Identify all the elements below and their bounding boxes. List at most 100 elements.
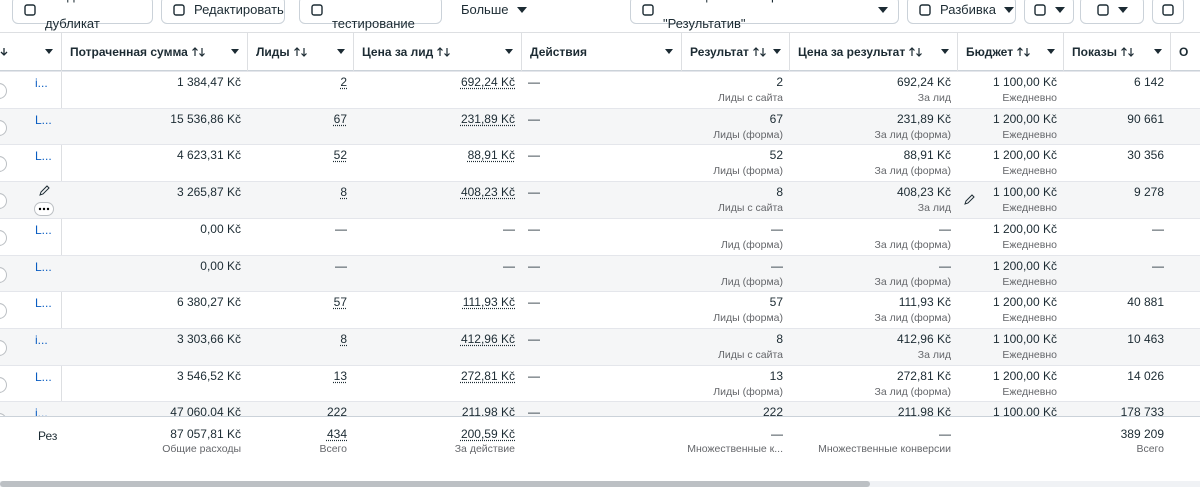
cell-note: Ежедневно (1002, 238, 1057, 251)
row-name[interactable]: i... (35, 76, 48, 90)
table-row[interactable]: L... 4 623,31 Kč 52 88,91 Kč — 52 Лиды (форма)… (0, 144, 1200, 181)
footer-value: — (939, 427, 951, 441)
cell-value: 211,98 Kč (897, 405, 951, 420)
toolbar-button[interactable]: Больше (450, 0, 530, 24)
table-row[interactable]: L... 3 546,52 Kč 13 272,81 Kč — 13 Лиды (форма… (0, 364, 1200, 402)
toolbar-button[interactable]: Столбцы: Копия пресета "Результатив" (630, 0, 899, 31)
cell-value: — (528, 221, 540, 236)
table-row[interactable]: 3 265,87 Kč 8 408,23 Kč — 8 Лиды с сайта 408,2… (0, 181, 1200, 219)
column-header[interactable]: Потраченная сумма (61, 33, 247, 71)
column-header[interactable]: Цена за результат (789, 33, 957, 71)
column-header[interactable]: Лиды (247, 33, 353, 71)
column-header[interactable]: Бюджет (957, 33, 1063, 71)
cell-value: — (503, 258, 515, 273)
row-checkbox (0, 266, 7, 283)
row-name[interactable]: L... (35, 369, 52, 384)
row-name[interactable]: L... (35, 222, 52, 237)
cell-value: — (528, 295, 540, 310)
column-title: Бюджет (966, 33, 1031, 71)
cell-value: 1 200,00 Kč (992, 148, 1057, 163)
icon-button[interactable] (1080, 0, 1144, 24)
toolbar-button[interactable]: Разбивка (907, 0, 1016, 24)
cell-value: 222 (762, 405, 783, 420)
row-checkbox (0, 229, 7, 246)
row-checkbox (0, 119, 7, 136)
cell-note: За лид (форма) (874, 165, 951, 178)
cell-value: — (503, 221, 515, 236)
table-row[interactable]: i... 3 303,66 Kč 8 412,96 Kč — 8 Лиды с сайта 4… (0, 327, 1200, 365)
column-header[interactable]: О (1170, 33, 1200, 71)
cell-note: Лиды с сайта (718, 202, 783, 215)
toolbar-button[interactable]: Создать дубликат (12, 0, 153, 31)
toolbar-button[interactable]: Редактировать (161, 0, 285, 24)
cell-value: — (528, 258, 540, 273)
cell-value: 88,91 Kč (467, 148, 515, 163)
cell-value: 57 (333, 295, 347, 310)
cell-value: 8 (776, 185, 783, 200)
cell-note: За лид (форма) (874, 238, 951, 251)
column-header[interactable]: Цена за лид (353, 33, 521, 71)
cell-value: 1 200,00 Kč (992, 111, 1057, 126)
cell-value: 57 (769, 295, 783, 310)
edit-icon[interactable] (963, 193, 976, 206)
edit-icon[interactable] (38, 185, 50, 197)
column-header[interactable]: Показы (1063, 33, 1170, 71)
cell-value: — (939, 221, 951, 236)
header-row (0, 33, 1200, 71)
scroll-thumb[interactable] (0, 481, 870, 487)
cell-value: 8 (776, 331, 783, 346)
column-header[interactable]: Действия (521, 33, 681, 71)
cell-note: За лид (917, 92, 951, 104)
footer-value: — (771, 427, 783, 441)
column-title: Действия (530, 45, 588, 59)
cell-note: За лид (917, 348, 951, 361)
row-checkbox (0, 339, 7, 356)
table-row[interactable]: L... 0,00 Kč — — — — Лид (форма) — За лид (форма… (0, 217, 1200, 255)
cell-note: Ежедневно (1002, 202, 1057, 215)
cell-note: За лид (форма) (874, 275, 951, 288)
column-title: Лиды (256, 33, 308, 71)
icon-button[interactable] (1024, 0, 1074, 24)
table-row[interactable]: L... 6 380,27 Kč 57 111,93 Kč — 57 Лиды (форма… (0, 291, 1200, 328)
cell-note: Ежедневно (1002, 128, 1057, 141)
button-label: A/B-тестирование (332, 0, 415, 31)
column-header[interactable]: Результат (681, 33, 789, 71)
sort-icon (0, 48, 8, 56)
cell-value: — (1152, 221, 1164, 236)
cell-value: 88,91 Kč (903, 148, 951, 163)
cell-value: 211,98 Kč (461, 405, 515, 420)
column-title: Цена за результат (798, 33, 923, 71)
row-name[interactable]: L... (35, 149, 52, 164)
cell-value: 1 200,00 Kč (992, 221, 1057, 236)
cell-value: 0,00 Kč (200, 221, 241, 236)
cell-value: — (528, 185, 540, 200)
cell-value: — (335, 258, 347, 273)
more-icon[interactable] (34, 202, 54, 217)
cell-note: Лиды с сайта (718, 348, 783, 361)
row-name[interactable]: L... (35, 296, 52, 311)
cell-value: 30 356 (1127, 148, 1164, 163)
row-name[interactable]: i... (35, 332, 48, 347)
cell-note: Ежедневно (1002, 312, 1057, 325)
table-row[interactable]: i... 1 384,47 Kč 2 692,24 Kč — 2 Лиды с сайта 6… (0, 71, 1200, 108)
cell-value: 52 (333, 148, 347, 163)
cell-value: — (771, 258, 783, 273)
footer-value: 87 057,81 Kč (170, 427, 241, 441)
cell-value: 272,81 Kč (896, 368, 951, 383)
toolbar-button[interactable]: A/B-тестирование (299, 0, 442, 31)
table-row[interactable]: L... 15 536,86 Kč 67 231,89 Kč — 67 Лиды (форм… (0, 107, 1200, 145)
cell-value: 3 546,52 Kč (176, 368, 241, 383)
row-name[interactable]: L... (35, 112, 52, 127)
cell-value: 1 200,00 Kč (992, 295, 1057, 310)
column-title: Цена за лид (362, 33, 451, 71)
cell-value: 3 303,66 Kč (176, 331, 241, 346)
table-row[interactable]: L... 0,00 Kč — — — — Лид (форма) — За лид (форма… (0, 254, 1200, 292)
button-label: Создать дубликат (45, 0, 100, 31)
row-name[interactable]: L... (35, 259, 52, 274)
column-title: Результат (690, 33, 767, 71)
cell-note: Лиды (форма) (713, 385, 783, 398)
cell-value: 13 (333, 368, 347, 383)
cell-note: За лид (917, 202, 951, 215)
icon-button[interactable] (1152, 0, 1184, 24)
